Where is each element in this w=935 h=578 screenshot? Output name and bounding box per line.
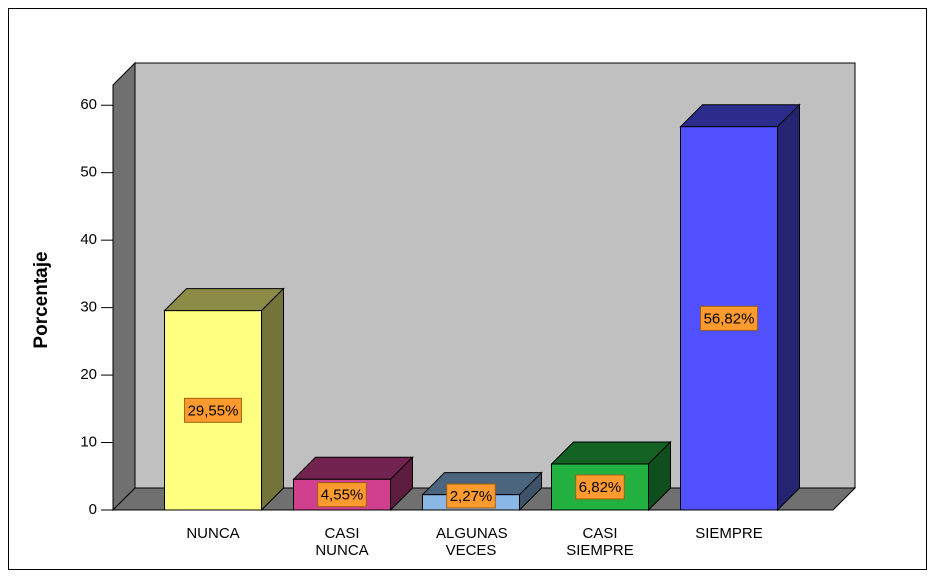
value-label-box — [317, 482, 367, 508]
y-tick-label: 30 — [80, 299, 97, 316]
value-label: 6,82% — [579, 479, 622, 496]
left-wall — [112, 61, 136, 512]
value-label: 4,55% — [321, 487, 364, 504]
y-tick-label: 50 — [80, 164, 97, 181]
y-axis-label: Porcentaje — [31, 251, 52, 348]
y-tick-label: 40 — [80, 231, 97, 248]
x-tick-label: CASI SIEMPRE — [566, 525, 634, 559]
y-tick-label: 10 — [80, 434, 97, 451]
x-tick-label: SIEMPRE — [695, 525, 763, 542]
y-tick-label: 60 — [80, 96, 97, 113]
x-tick-label: NUNCA — [186, 525, 240, 542]
y-tick-label: 20 — [80, 366, 97, 383]
value-label: 2,27% — [450, 488, 493, 505]
value-label: 29,55% — [188, 402, 239, 419]
y-tick-label: 0 — [89, 501, 97, 518]
value-label-box — [184, 397, 242, 423]
value-label-box — [575, 474, 625, 500]
bar-side — [777, 103, 800, 512]
value-label-box — [446, 483, 496, 509]
bar-side — [261, 287, 284, 512]
x-tick-label: CASI NUNCA — [315, 525, 369, 559]
value-label-box — [700, 305, 758, 331]
x-tick-label: ALGUNAS VECES — [436, 525, 508, 559]
value-label: 56,82% — [704, 310, 755, 327]
